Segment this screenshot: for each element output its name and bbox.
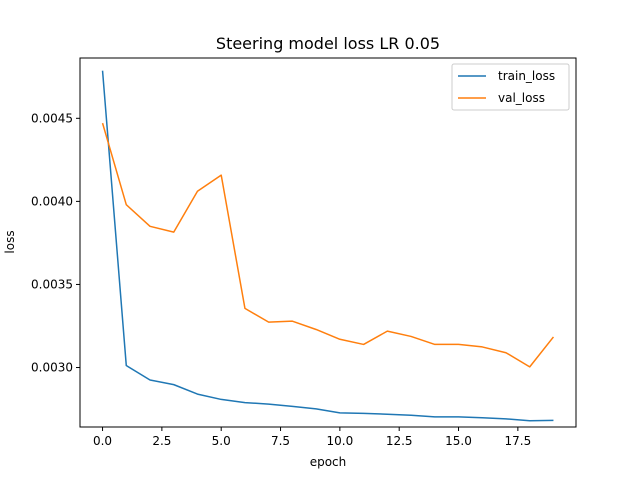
- x-tick-label: 12.5: [386, 434, 413, 448]
- x-axis-ticks: 0.0 2.5 5.0 7.5 10.0 12.5 15.0 17.5: [93, 427, 531, 448]
- series-line-val-loss: [101, 122, 555, 368]
- x-tick-label: 2.5: [152, 434, 171, 448]
- series-lines: [101, 70, 555, 422]
- y-tick-label: 0.0030: [31, 361, 73, 375]
- legend: train_loss val_loss: [451, 63, 570, 111]
- x-axis-label: epoch: [310, 455, 347, 469]
- x-tick-label: 10.0: [327, 434, 354, 448]
- x-tick-label: 15.0: [445, 434, 472, 448]
- legend-label: val_loss: [498, 91, 545, 105]
- x-tick-label: 7.5: [271, 434, 290, 448]
- x-tick-label: 17.5: [504, 434, 531, 448]
- chart-title: Steering model loss LR 0.05: [216, 34, 440, 53]
- y-tick-label: 0.0035: [31, 277, 73, 291]
- y-axis-label: loss: [3, 230, 17, 253]
- legend-label: train_loss: [498, 69, 555, 83]
- plot-area: [80, 58, 576, 427]
- y-tick-label: 0.0040: [31, 194, 73, 208]
- series-line-train-loss: [101, 70, 554, 422]
- y-axis-ticks: 0.0030 0.0035 0.0040 0.0045: [31, 111, 80, 375]
- y-tick-label: 0.0045: [31, 111, 73, 125]
- plot-border: [79, 57, 577, 428]
- x-tick-label: 5.0: [212, 434, 231, 448]
- x-tick-label: 0.0: [93, 434, 112, 448]
